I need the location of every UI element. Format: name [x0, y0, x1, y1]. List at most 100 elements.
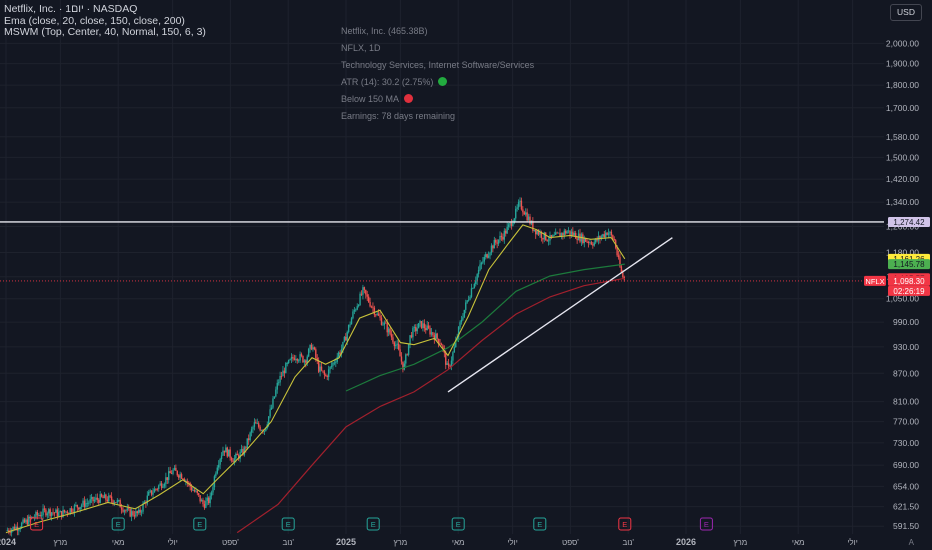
candle-body: [103, 494, 106, 499]
candle-body: [502, 237, 504, 240]
mswm-legend[interactable]: MSWM (Top, Center, 40, Normal, 150, 6, 3…: [4, 26, 206, 38]
auto-scale-icon[interactable]: A: [908, 538, 914, 547]
candle-body: [587, 241, 590, 244]
candle-body: [239, 451, 241, 459]
candle-body: [376, 313, 378, 315]
candle-body: [400, 356, 403, 362]
candle-body: [430, 332, 433, 335]
candle-body: [92, 496, 94, 502]
candle-body: [82, 500, 84, 506]
candle-body: [285, 363, 287, 374]
time-tick-label: מאי: [112, 538, 125, 547]
candle-body: [594, 238, 597, 243]
candle-body: [240, 448, 243, 452]
candle-body: [622, 272, 624, 277]
candle-body: [247, 438, 250, 441]
candle-body: [235, 453, 237, 459]
candle-body: [576, 238, 578, 241]
candle-body: [158, 485, 160, 489]
candle-body: [567, 230, 570, 232]
candle-body: [319, 366, 321, 372]
price-tick-label: 1,180.00: [886, 247, 919, 257]
candle-body: [520, 200, 523, 210]
drawing-lines[interactable]: [0, 221, 884, 393]
candle-body: [218, 464, 220, 468]
currency-button[interactable]: USD: [890, 4, 922, 21]
candle-body: [106, 499, 109, 502]
candle-body: [412, 327, 414, 338]
candle-body: [265, 427, 267, 431]
candle-body: [396, 343, 398, 345]
candle-body: [585, 238, 587, 242]
candle-body: [56, 509, 59, 517]
info-company: Netflix, Inc. (465.38B): [341, 26, 428, 36]
candle-body: [242, 448, 244, 455]
price-label-bg: [888, 285, 930, 296]
candle-body: [9, 531, 11, 533]
candle-body: [560, 233, 563, 237]
candle-body: [326, 375, 328, 378]
ema-legend[interactable]: Ema (close, 20, close, 150, close, 200): [4, 14, 185, 27]
candle-body: [335, 361, 337, 363]
candle-body: [69, 508, 71, 514]
candle-body: [477, 270, 480, 275]
candle-body: [499, 235, 501, 240]
price-tick-label: 654.00: [893, 481, 919, 491]
candle-body: [317, 360, 320, 372]
candle-body: [616, 247, 618, 256]
candle-body: [135, 511, 137, 517]
candle-body: [275, 389, 277, 397]
candle-body: [340, 348, 343, 354]
price-tick-label: 2,000.00: [886, 38, 919, 48]
candle-body: [440, 343, 443, 346]
candle-body: [399, 349, 401, 357]
candle-body: [409, 335, 411, 344]
candle-body: [385, 322, 387, 324]
candle-body: [193, 490, 196, 492]
candle-body: [36, 512, 39, 516]
candle-body: [313, 347, 316, 350]
candle-body: [373, 307, 376, 315]
candle-body: [49, 509, 51, 516]
candle-body: [377, 313, 380, 316]
chart-grid: [0, 0, 884, 534]
candle-body: [466, 300, 468, 303]
candle-body: [55, 509, 57, 513]
candle-body: [48, 509, 50, 514]
candle-body: [166, 477, 168, 480]
candle-body: [205, 500, 207, 508]
candle-body: [196, 490, 198, 494]
candle-body: [500, 235, 503, 238]
candle-body: [510, 222, 513, 227]
candle-body: [543, 232, 545, 240]
candle-body: [140, 511, 143, 513]
candle-body: [526, 212, 528, 221]
candle-body: [455, 340, 457, 348]
candle-body: [395, 344, 397, 347]
candle-body: [515, 208, 517, 219]
candle-body: [273, 396, 276, 399]
candle-body: [229, 449, 231, 458]
candle-body: [522, 209, 524, 213]
symbol-legend[interactable]: Netflix, Inc. · 1יום · NASDAQ: [4, 3, 138, 15]
candle-body: [23, 519, 26, 523]
candle-body: [283, 370, 286, 374]
candle-body: [116, 500, 119, 503]
candle-body: [426, 325, 428, 331]
earnings-marker-label: E: [704, 520, 709, 529]
price-tick-label: 870.00: [893, 368, 919, 378]
candle-body: [607, 232, 610, 235]
candle-body: [345, 336, 347, 341]
candle-body: [320, 366, 323, 371]
info-sector: Technology Services, Internet Software/S…: [341, 60, 535, 70]
candle-body: [339, 352, 341, 354]
candle-body: [255, 422, 257, 424]
time-tick-label: ספט': [562, 538, 579, 547]
price-axis[interactable]: 591.50 621.50 654.00 690.00 730.00 770.00 810.…: [886, 38, 919, 531]
time-axis[interactable]: 2024 מרץ מאי יולי ספט' נוב' 2025 מרץ מאי יולי ספט'…: [0, 537, 858, 547]
candle-body: [200, 499, 203, 502]
candle-body: [263, 430, 266, 432]
candle-body: [496, 242, 498, 244]
